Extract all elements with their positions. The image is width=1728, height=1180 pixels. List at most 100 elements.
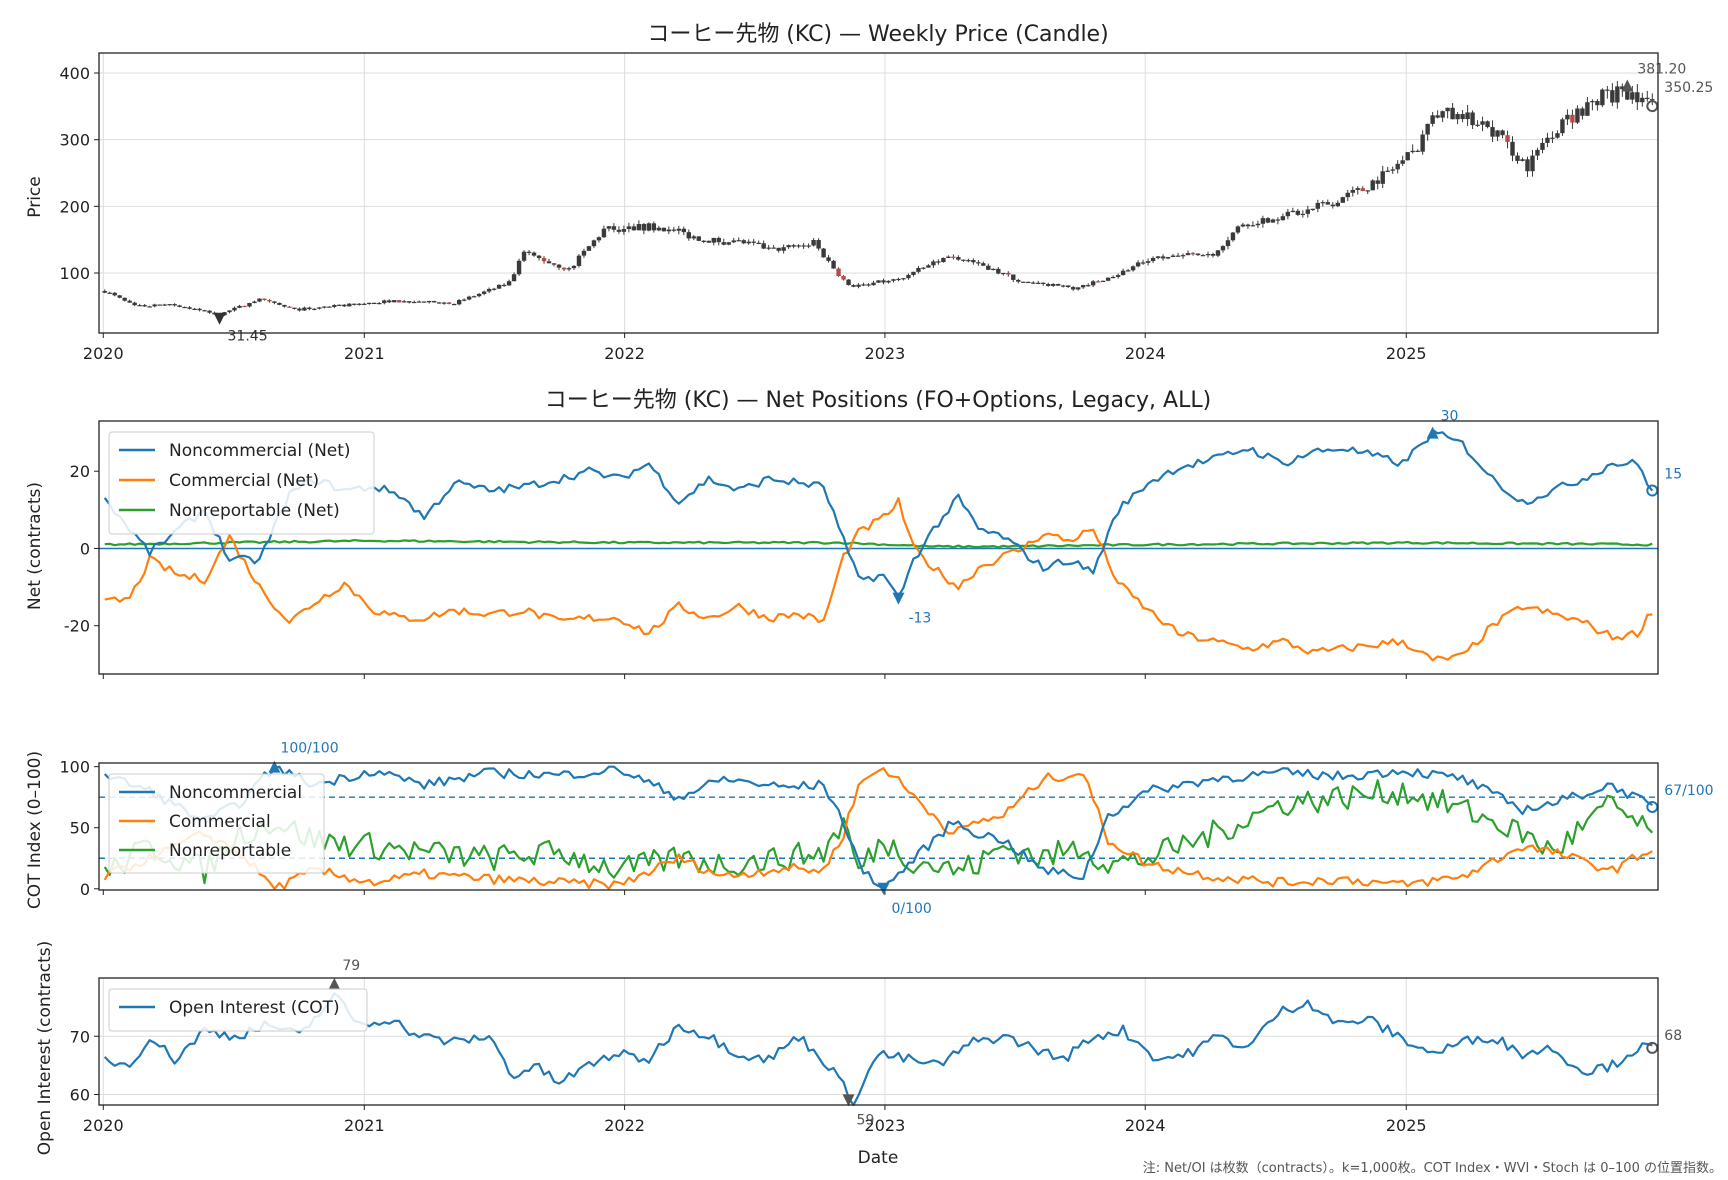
candle-body [417,301,422,303]
candle-body [596,237,602,241]
candle-body [441,302,447,304]
price-chart-title: コーヒー先物 (KC) — Weekly Price (Candle) [647,22,1108,47]
annotation-label: 100/100 [280,741,338,757]
candle-body [127,300,132,303]
annotation-marker [268,760,281,773]
candle-body [1425,123,1430,135]
candle-body [956,257,961,260]
candle-body [1130,266,1136,271]
candle-body [1125,270,1131,272]
annotation-label: 0/100 [891,901,931,917]
candle-body [961,259,966,261]
annotation-marker [1621,79,1634,92]
candle-body [332,305,337,307]
candle-body [876,280,881,283]
x-tick-label: 2021 [344,1116,385,1135]
candle-body [1150,257,1156,262]
candle-body [1495,130,1500,137]
candle-body [721,242,726,245]
candle-body [561,267,567,270]
candle-body [551,263,557,265]
x-tick-label: 2020 [83,1116,124,1135]
annotation-label: 381.20 [1637,62,1686,78]
candle-body [641,224,647,231]
candle-body [387,300,392,303]
candle-body [1580,108,1585,116]
candle-body [1370,180,1375,191]
candle-body [237,305,242,308]
candle-body [1260,218,1266,224]
candle-body [282,304,287,307]
candle-body [461,299,467,301]
cot-plot-frame [98,762,1659,891]
candle-body [696,236,701,241]
candle-body [716,237,721,243]
y-tick-label: 20 [70,462,90,481]
candle-body [1120,270,1126,276]
candle-body [921,267,926,269]
candle-body [1435,115,1440,118]
candle-body [726,242,731,245]
candle-body [307,307,312,310]
candle-body [606,226,612,229]
net-y-axis-label: Net (contracts) [25,482,45,610]
net-plot-frame [98,420,1659,675]
annotation-marker [1646,100,1659,113]
candle-body [297,308,302,311]
candle-body [1011,274,1016,280]
candle-body [791,245,796,247]
candle-body [312,308,317,310]
candle-body [1440,111,1445,118]
candle-body [292,307,297,309]
candle-body [891,279,896,281]
candle-body [1066,285,1071,288]
candle-body [177,305,182,307]
candle-body [1560,119,1565,134]
annotation-marker [877,882,890,895]
candle-body [1036,282,1041,284]
candle-body [1500,130,1505,136]
candle-body [367,302,372,305]
candle-body [1385,170,1390,172]
candle-body [1445,107,1450,112]
candle-body [247,303,252,307]
y-tick-label: 200 [59,197,90,216]
candle-body [1160,256,1166,259]
candle-body [976,262,981,264]
annotation-marker [1646,800,1659,813]
annotation-marker [842,1094,855,1107]
candle-body [456,300,462,305]
candle-body [412,301,417,304]
annotation-label: 15 [1664,467,1682,483]
candle-body [1021,281,1026,283]
x-tick-label: 2024 [1125,344,1166,363]
candle-body [556,264,562,268]
y-tick-label: 0 [80,539,90,558]
candle-body [172,304,177,306]
annotation-label: 350.25 [1664,80,1713,96]
candle-body [137,305,142,307]
candle-body [112,292,117,296]
net-positions-panel: コーヒー先物 (KC) — Net Positions (FO+Options,… [25,388,1682,679]
x-tick-label: 2022 [604,344,645,363]
candle-body [107,292,112,294]
candle-body [1520,159,1525,161]
series-line-noncommercial [103,765,1653,890]
candle-body [1480,121,1485,125]
candle-body [1540,142,1545,150]
legend-label: Noncommercial (Net) [169,441,351,461]
y-tick-label: 300 [59,131,90,150]
candle-body [1390,169,1395,171]
candle-body [476,293,482,297]
candle-body [616,229,622,232]
candle-body [451,303,457,306]
candle-body [1200,255,1206,257]
candle-body [1380,171,1385,184]
candle-body [471,296,477,298]
candle-body [1555,133,1560,138]
candle-body [1165,256,1171,259]
series-line-commercial [103,767,1653,890]
candle-body [576,255,582,266]
legend-box [108,431,375,535]
candle-body [1535,149,1540,156]
